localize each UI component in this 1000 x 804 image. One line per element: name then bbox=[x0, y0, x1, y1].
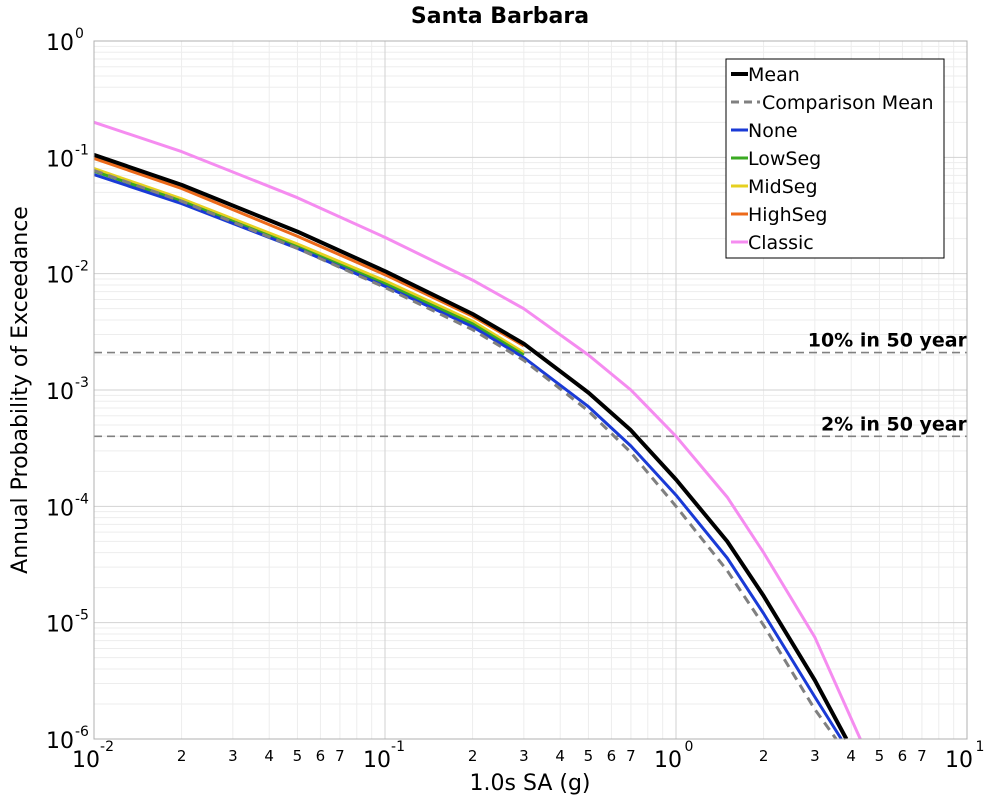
y-tick-label: 10 bbox=[46, 613, 74, 638]
plot-frame bbox=[93, 40, 968, 740]
series-line-classic bbox=[93, 120, 862, 740]
legend-label: HighSeg bbox=[748, 204, 827, 226]
x-tick-exponent: -1 bbox=[391, 739, 405, 755]
reference-lines: 10% in 50 year 2% in 50 year bbox=[94, 330, 968, 438]
y-tick-label: 10 bbox=[46, 31, 74, 56]
x-minor-tick-label: 5 bbox=[293, 747, 303, 765]
x-tick-label: 10 bbox=[363, 748, 391, 773]
x-minor-tick-label: 6 bbox=[607, 747, 617, 765]
x-minor-tick-label: 7 bbox=[626, 747, 636, 765]
legend: Mean Comparison Mean None LowSeg MidSeg HighS… bbox=[725, 58, 945, 259]
legend-label: Mean bbox=[748, 64, 800, 86]
series-line-comparison-mean bbox=[93, 169, 838, 740]
legend-label: LowSeg bbox=[748, 148, 821, 170]
x-tick-exponent: 0 bbox=[685, 739, 694, 755]
x-tick-exponent: -2 bbox=[100, 739, 114, 755]
x-minor-tick-label: 4 bbox=[846, 747, 856, 765]
y-tick-label: 10 bbox=[46, 496, 74, 521]
y-tick-exponent: -5 bbox=[75, 608, 89, 624]
x-minor-tick-label: 2 bbox=[468, 747, 478, 765]
x-minor-tick-label: 3 bbox=[810, 747, 820, 765]
x-minor-tick-label: 7 bbox=[335, 747, 345, 765]
x-tick-label: 10 bbox=[72, 748, 100, 773]
x-minor-tick-label: 6 bbox=[898, 747, 908, 765]
reference-line-label: 2% in 50 year bbox=[821, 413, 968, 435]
legend-label: Classic bbox=[748, 232, 814, 254]
x-minor-tick-label: 3 bbox=[519, 747, 529, 765]
y-tick-exponent: -3 bbox=[75, 375, 89, 391]
series-lines bbox=[93, 120, 862, 740]
x-minor-tick-label: 4 bbox=[264, 747, 274, 765]
y-tick-exponent: -4 bbox=[75, 491, 89, 507]
y-axis-label: Annual Probability of Exceedance bbox=[8, 206, 33, 574]
y-tick-exponent: -2 bbox=[75, 259, 89, 275]
x-minor-tick-label: 2 bbox=[177, 747, 187, 765]
y-tick-label: 10 bbox=[46, 380, 74, 405]
y-tick-exponent: -1 bbox=[75, 142, 89, 158]
x-minor-tick-label: 2 bbox=[759, 747, 769, 765]
x-minor-tick-label: 5 bbox=[875, 747, 885, 765]
y-tick-label: 10 bbox=[46, 264, 74, 289]
legend-label: None bbox=[748, 120, 798, 142]
series-line-midseg bbox=[93, 167, 525, 354]
x-axis-label: 1.0s SA (g) bbox=[470, 771, 591, 796]
chart-title: Santa Barbara bbox=[411, 4, 589, 29]
x-tick-exponent: 1 bbox=[976, 739, 985, 755]
y-tick-exponent: 0 bbox=[75, 26, 84, 42]
legend-box bbox=[725, 58, 945, 259]
x-tick-label: 10 bbox=[945, 748, 973, 773]
y-tick-exponent: -6 bbox=[75, 724, 89, 740]
reference-line-label: 10% in 50 year bbox=[808, 330, 968, 352]
x-minor-tick-label: 3 bbox=[228, 747, 238, 765]
y-tick-label: 10 bbox=[46, 729, 74, 754]
series-line-mean bbox=[93, 153, 849, 740]
x-tick-label: 10 bbox=[654, 748, 682, 773]
legend-label: MidSeg bbox=[748, 176, 818, 198]
x-minor-tick-label: 7 bbox=[917, 747, 927, 765]
x-minor-tick-label: 4 bbox=[555, 747, 565, 765]
x-minor-tick-label: 6 bbox=[316, 747, 326, 765]
x-minor-tick-label: 5 bbox=[584, 747, 594, 765]
legend-label: Comparison Mean bbox=[762, 92, 934, 114]
y-tick-label: 10 bbox=[46, 147, 74, 172]
